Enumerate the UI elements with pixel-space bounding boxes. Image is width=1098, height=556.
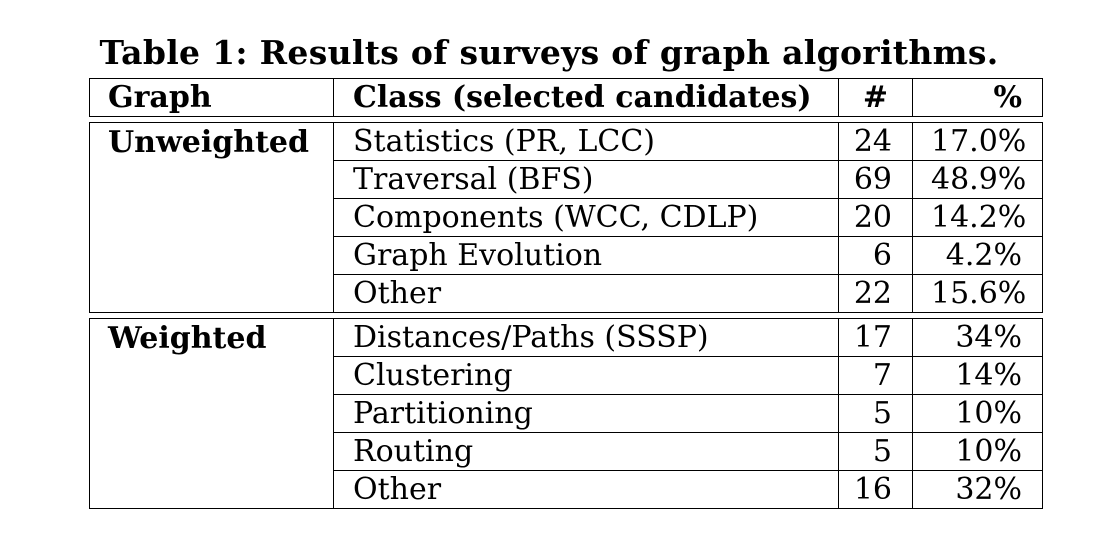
class-cell: Traversal (BFS)	[333, 160, 839, 199]
header-graph: Graph	[89, 78, 334, 117]
percent-cell: 32%	[912, 470, 1043, 509]
table-row: Partitioning 5 10%	[90, 394, 1043, 433]
count-cell: 24	[838, 122, 913, 161]
count-cell: 69	[838, 160, 913, 199]
class-cell: Other	[333, 274, 839, 313]
class-cell: Partitioning	[333, 394, 839, 433]
count-cell: 7	[838, 356, 913, 395]
table-row: Components (WCC, CDLP) 20 14.2%	[90, 198, 1043, 237]
table-row: Weighted Distances/Paths (SSSP) 17 34%	[89, 318, 1043, 509]
percent-cell: 48.9%	[912, 160, 1043, 199]
table-row: Traversal (BFS) 69 48.9%	[90, 160, 1043, 199]
table-caption: Table 1: Results of surveys of graph alg…	[99, 33, 999, 72]
percent-cell: 4.2%	[912, 236, 1043, 275]
percent-cell: 15.6%	[912, 274, 1043, 313]
count-cell: 17	[838, 318, 913, 357]
percent-cell: 14.2%	[912, 198, 1043, 237]
class-cell: Routing	[333, 432, 839, 471]
count-cell: 22	[838, 274, 913, 313]
class-cell: Other	[333, 470, 839, 509]
class-cell: Distances/Paths (SSSP)	[333, 318, 839, 357]
results-table: Graph Class (selected candidates) # % Un…	[89, 78, 1043, 509]
table-row: Clustering 7 14%	[90, 356, 1043, 395]
percent-cell: 17.0%	[912, 122, 1043, 161]
class-cell: Graph Evolution	[333, 236, 839, 275]
count-cell: 20	[838, 198, 913, 237]
percent-cell: 34%	[912, 318, 1043, 357]
header-class: Class (selected candidates)	[333, 78, 839, 117]
table-row: Other 16 32%	[90, 470, 1043, 509]
percent-cell: 14%	[912, 356, 1043, 395]
graph-group-label: Unweighted	[89, 122, 334, 313]
header-percent: %	[912, 78, 1043, 117]
class-cell: Statistics (PR, LCC)	[333, 122, 839, 161]
graph-group-label: Weighted	[89, 318, 334, 509]
table-row: Graph Evolution 6 4.2%	[90, 236, 1043, 275]
header-count: #	[838, 78, 913, 117]
table-row: Other 22 15.6%	[90, 274, 1043, 313]
count-cell: 5	[838, 394, 913, 433]
class-cell: Clustering	[333, 356, 839, 395]
percent-cell: 10%	[912, 394, 1043, 433]
percent-cell: 10%	[912, 432, 1043, 471]
count-cell: 6	[838, 236, 913, 275]
header-row: Graph Class (selected candidates) # %	[89, 78, 1043, 117]
count-cell: 16	[838, 470, 913, 509]
count-cell: 5	[838, 432, 913, 471]
table-row: Routing 5 10%	[90, 432, 1043, 471]
table-row: Unweighted Statistics (PR, LCC) 24 17.0%	[89, 122, 1043, 313]
class-cell: Components (WCC, CDLP)	[333, 198, 839, 237]
